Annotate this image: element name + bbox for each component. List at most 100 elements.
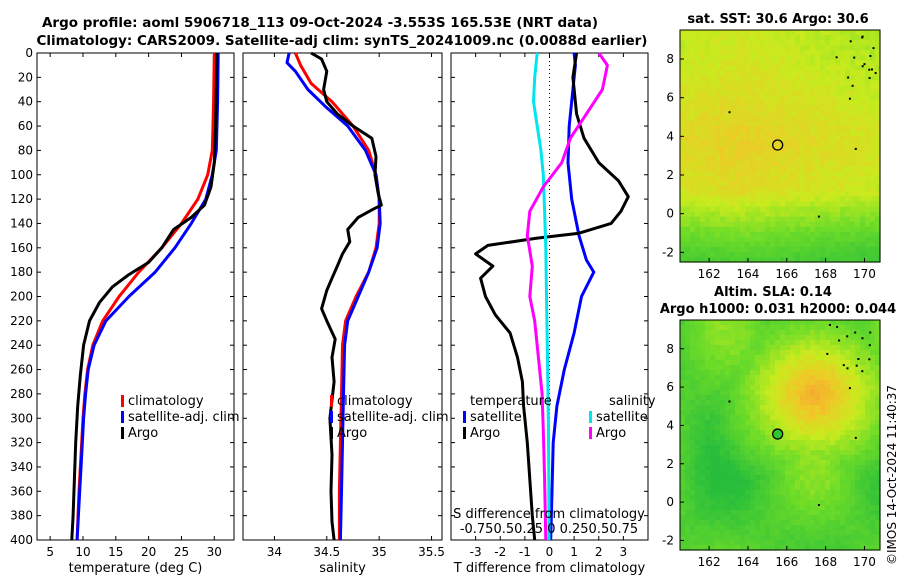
heatmap-cell — [830, 75, 836, 82]
heatmap-cell — [695, 211, 701, 218]
heatmap-cell — [770, 95, 776, 102]
heatmap-cell — [765, 390, 771, 396]
heatmap-cell — [835, 30, 841, 36]
heatmap-cell — [800, 90, 806, 97]
heatmap-cell — [735, 221, 741, 228]
heatmap-cell — [745, 45, 751, 51]
heatmap-cell — [840, 181, 846, 187]
heatmap-cell — [720, 166, 726, 172]
heatmap-cell — [700, 405, 706, 411]
heatmap-cell — [685, 500, 691, 506]
heatmap-cell — [855, 340, 861, 346]
heatmap-cell — [785, 525, 791, 531]
heatmap-cell — [685, 166, 691, 172]
heatmap-cell — [705, 395, 711, 401]
heatmap-cell — [850, 241, 856, 248]
heatmap-cell — [805, 520, 811, 526]
heatmap-cell — [850, 140, 856, 147]
heatmap-cell — [730, 201, 736, 208]
heatmap-cell — [710, 495, 716, 501]
heatmap-cell — [860, 120, 866, 127]
heatmap-cell — [755, 226, 761, 233]
heatmap-cell — [870, 510, 876, 516]
heatmap-cell — [680, 530, 686, 536]
heatmap-cell — [730, 330, 736, 336]
heatmap-cell — [835, 90, 841, 97]
heatmap-cell — [715, 95, 721, 102]
heatmap-cell — [810, 115, 816, 122]
heatmap-cell — [835, 440, 841, 446]
heatmap-cell — [865, 221, 871, 228]
heatmap-cell — [800, 465, 806, 471]
heatmap-cell — [790, 335, 796, 341]
heatmap-cell — [740, 515, 746, 521]
heatmap-cell — [705, 130, 711, 137]
heatmap-cell — [820, 490, 826, 496]
heatmap-cell — [765, 231, 771, 238]
island-speck — [868, 344, 871, 347]
heatmap-cell — [740, 425, 746, 431]
heatmap-cell — [790, 525, 796, 531]
heatmap-cell — [770, 241, 776, 248]
heatmap-cell — [850, 420, 856, 426]
heatmap-cell — [710, 515, 716, 521]
heatmap-cell — [720, 425, 726, 431]
heatmap-cell — [875, 495, 881, 501]
x-tick-label: -1 — [519, 545, 531, 559]
heatmap-cell — [795, 395, 801, 401]
heatmap-cell — [685, 196, 691, 203]
heatmap-cell — [755, 425, 761, 431]
heatmap-cell — [775, 30, 781, 36]
heatmap-cell — [800, 435, 806, 441]
heatmap-cell — [830, 231, 836, 238]
heatmap-cell — [715, 350, 721, 356]
heatmap-cell — [825, 475, 831, 481]
heatmap-cell — [730, 135, 736, 142]
heatmap-cell — [745, 85, 751, 92]
heatmap-cell — [785, 385, 791, 391]
heatmap-cell — [750, 60, 756, 66]
heatmap-cell — [825, 450, 831, 456]
heatmap-cell — [860, 380, 866, 386]
heatmap-cell — [865, 500, 871, 506]
heatmap-cell — [740, 120, 746, 127]
heatmap-cell — [720, 186, 726, 192]
heatmap-cell — [870, 201, 876, 208]
heatmap-cell — [780, 236, 786, 243]
heatmap-cell — [860, 530, 866, 536]
heatmap-cell — [825, 515, 831, 521]
heatmap-cell — [860, 475, 866, 481]
heatmap-cell — [850, 100, 856, 107]
heatmap-cell — [715, 385, 721, 391]
heatmap-cell — [680, 420, 686, 426]
heatmap-cell — [855, 171, 861, 177]
heatmap-cell — [775, 146, 781, 152]
heatmap-cell — [740, 330, 746, 336]
heatmap-cell — [790, 545, 796, 551]
heatmap-cell — [780, 166, 786, 172]
heatmap-cell — [855, 135, 861, 142]
heatmap-cell — [825, 156, 831, 162]
heatmap-cell — [835, 365, 841, 371]
heatmap-cell — [825, 460, 831, 466]
heatmap-cell — [800, 425, 806, 431]
heatmap-cell — [690, 425, 696, 431]
heatmap-cell — [835, 246, 841, 253]
heatmap-cell — [715, 445, 721, 451]
heatmap-cell — [785, 445, 791, 451]
heatmap-cell — [720, 485, 726, 491]
heatmap-cell — [800, 525, 806, 531]
heatmap-cell — [745, 440, 751, 446]
heatmap-cell — [780, 206, 786, 213]
heatmap-cell — [695, 520, 701, 526]
heatmap-cell — [775, 135, 781, 142]
heatmap-cell — [680, 110, 686, 117]
heatmap-cell — [850, 226, 856, 233]
heatmap-cell — [770, 196, 776, 203]
heatmap-cell — [790, 410, 796, 416]
heatmap-cell — [775, 500, 781, 506]
heatmap-cell — [710, 211, 716, 218]
heatmap-cell — [865, 530, 871, 536]
heatmap-cell — [735, 485, 741, 491]
heatmap-cell — [710, 520, 716, 526]
